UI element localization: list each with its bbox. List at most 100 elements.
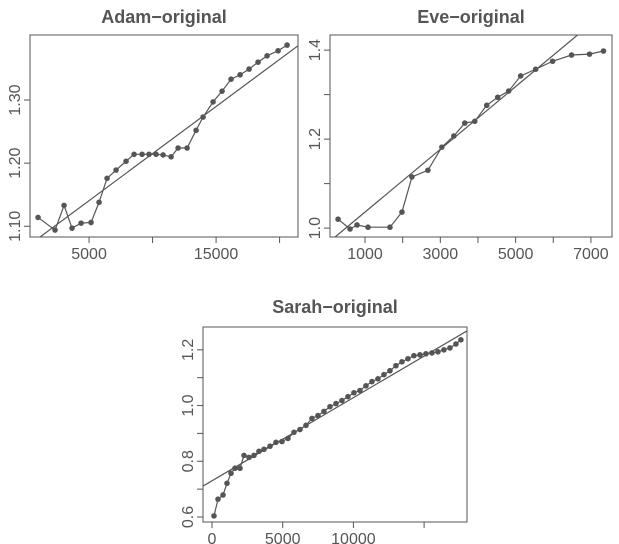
point	[423, 350, 429, 357]
x-tick-label: 0	[208, 531, 217, 544]
point	[354, 222, 360, 228]
point	[168, 154, 174, 160]
point	[375, 376, 381, 382]
point	[237, 465, 243, 472]
point	[309, 415, 315, 422]
point	[429, 350, 435, 356]
point	[35, 214, 41, 221]
y-tick-label: 1.0	[180, 394, 197, 416]
y-tick-label: 0.8	[180, 450, 197, 472]
point	[153, 151, 159, 158]
point	[211, 513, 217, 519]
point	[461, 120, 468, 126]
point	[327, 403, 333, 410]
point	[347, 226, 353, 232]
plot-frame	[202, 326, 468, 523]
point	[381, 371, 387, 378]
point	[52, 227, 58, 233]
fit-line	[203, 330, 467, 487]
point	[237, 71, 243, 78]
point	[453, 341, 459, 347]
y-tick-label: 1.30	[7, 84, 24, 115]
plot-frame	[29, 34, 299, 238]
point	[96, 199, 102, 206]
point	[365, 224, 371, 231]
point	[345, 393, 351, 400]
point	[369, 378, 375, 385]
point	[517, 73, 524, 79]
point	[123, 158, 129, 165]
point	[335, 216, 341, 223]
point	[69, 225, 75, 231]
fit-line	[334, 35, 578, 237]
series-line	[37, 44, 288, 232]
point	[458, 337, 464, 343]
y-tick-label: 1.4	[307, 39, 324, 61]
point	[175, 145, 181, 151]
point	[399, 359, 405, 365]
point	[255, 59, 261, 65]
point	[131, 151, 137, 158]
point	[228, 470, 234, 477]
point	[600, 48, 607, 54]
x-tick-label: 5000	[71, 246, 107, 263]
point	[357, 387, 363, 394]
point	[246, 66, 252, 72]
y-tick-label: 1.20	[7, 147, 24, 178]
point	[399, 209, 405, 215]
point	[549, 58, 556, 65]
point	[425, 167, 431, 174]
point	[228, 76, 234, 82]
x-tick-label: 1000	[347, 246, 383, 263]
point	[215, 496, 221, 502]
point	[264, 53, 270, 59]
point	[483, 102, 490, 109]
y-tick-label: 1.10	[7, 211, 24, 242]
point	[333, 400, 339, 407]
point	[284, 42, 290, 48]
y-tick-label: 1.2	[307, 128, 324, 150]
point	[494, 94, 501, 101]
y-tick-label: 0.6	[180, 506, 197, 528]
point	[241, 452, 247, 459]
point	[339, 397, 345, 404]
point	[139, 151, 145, 158]
fit-line	[39, 45, 298, 237]
point	[224, 480, 230, 487]
point	[184, 145, 190, 151]
point	[435, 348, 441, 355]
point	[160, 152, 166, 158]
point	[405, 355, 411, 362]
x-tick-label: 7000	[573, 246, 609, 263]
point	[409, 174, 415, 180]
x-tick-label: 3000	[423, 246, 459, 263]
chart-title: Sarah−original	[272, 297, 398, 317]
point	[220, 492, 226, 498]
point	[61, 202, 67, 209]
y-tick-label: 1.2	[180, 339, 197, 361]
y-tick-label: 1.0	[307, 217, 324, 239]
point	[393, 362, 399, 369]
point	[441, 347, 447, 353]
point	[387, 367, 393, 374]
x-tick-label: 5000	[265, 531, 301, 544]
point	[78, 220, 84, 226]
point	[88, 219, 94, 226]
point	[321, 408, 327, 415]
point	[387, 224, 393, 231]
series-line	[337, 50, 604, 230]
point	[417, 352, 423, 358]
series-line	[213, 339, 462, 517]
point	[411, 352, 417, 359]
point	[104, 175, 110, 182]
point	[447, 345, 453, 351]
chart-title: Adam−original	[101, 7, 227, 27]
point	[505, 88, 512, 94]
point	[210, 99, 216, 105]
point	[113, 167, 119, 173]
chart-title: Eve−original	[417, 7, 525, 27]
point	[219, 88, 225, 94]
point	[275, 47, 281, 54]
x-tick-label: 5000	[498, 246, 534, 263]
